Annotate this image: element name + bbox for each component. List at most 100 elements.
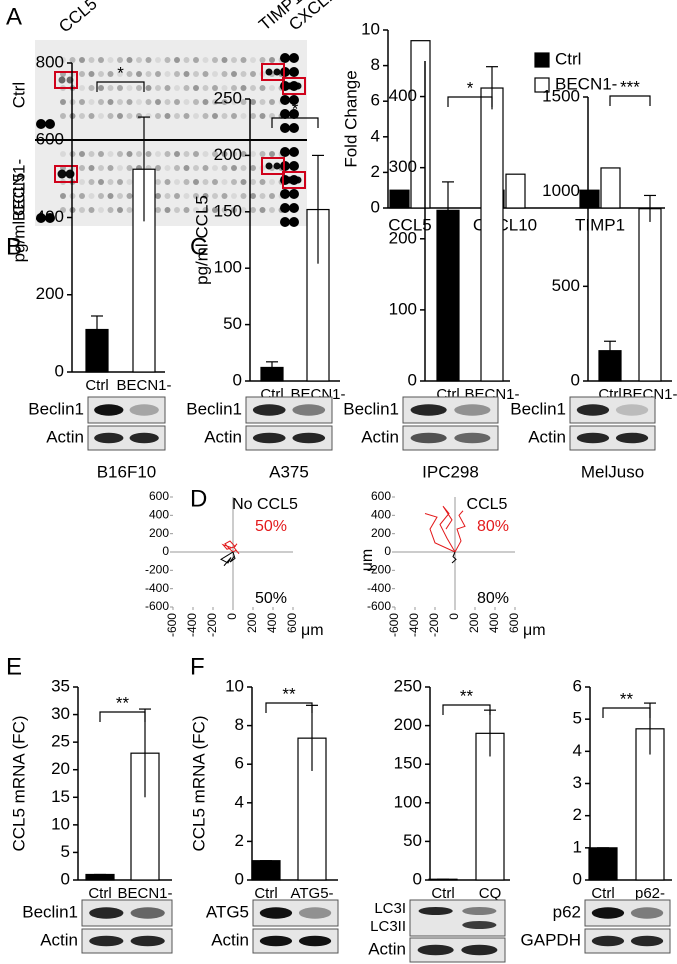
array-spot bbox=[240, 57, 247, 63]
array-spot bbox=[98, 165, 104, 171]
array-spot bbox=[155, 71, 161, 77]
array-spot bbox=[250, 57, 256, 63]
trajectory bbox=[439, 505, 456, 553]
array-spot bbox=[155, 207, 161, 213]
array-spot bbox=[212, 179, 218, 185]
blot-frame bbox=[409, 899, 506, 937]
highlight-box bbox=[54, 71, 78, 89]
array-spot bbox=[231, 57, 237, 63]
blot-row-label: Beclin1 bbox=[343, 399, 399, 418]
array-spot bbox=[212, 193, 218, 199]
blot-band bbox=[130, 935, 165, 947]
array-spot bbox=[250, 193, 256, 199]
array-spot bbox=[221, 207, 228, 213]
array-spot bbox=[136, 85, 142, 91]
array-spot bbox=[212, 57, 218, 63]
significance-label: * bbox=[117, 63, 124, 82]
array-spot bbox=[107, 113, 114, 119]
y-tick-label: 10 bbox=[361, 19, 380, 38]
array-spot bbox=[193, 71, 199, 77]
x-tick-label: 0 bbox=[225, 613, 239, 620]
array-spot bbox=[107, 165, 114, 171]
array-spot bbox=[126, 151, 133, 157]
x-tick-label: p62- bbox=[635, 885, 665, 902]
array-spot bbox=[79, 193, 85, 199]
array-spot bbox=[240, 193, 247, 199]
array-spot bbox=[98, 151, 104, 157]
reference-spot bbox=[280, 217, 290, 227]
reference-spot bbox=[289, 67, 299, 77]
reference-spot bbox=[289, 95, 299, 105]
blot-band bbox=[89, 935, 124, 947]
array-spot bbox=[60, 99, 66, 105]
y-tick-label: 300 bbox=[389, 157, 417, 176]
x-tick-label: -400 bbox=[407, 613, 421, 637]
y-tick-label: 200 bbox=[371, 526, 391, 540]
array-spot bbox=[259, 179, 266, 185]
array-spot bbox=[212, 151, 218, 157]
array-spot bbox=[88, 99, 95, 105]
y-tick-label: 100 bbox=[389, 299, 417, 318]
array-spot bbox=[174, 193, 180, 199]
array-spot bbox=[269, 99, 275, 105]
array-spot bbox=[88, 179, 95, 185]
y-tick-label: 100 bbox=[394, 792, 422, 811]
x-tick-label: CCL5 bbox=[388, 215, 431, 234]
array-spot bbox=[88, 57, 95, 63]
x-tick-label: Ctrl bbox=[431, 885, 454, 902]
array-spot bbox=[212, 165, 218, 171]
array-spot bbox=[250, 207, 256, 213]
y-tick-label: 150 bbox=[214, 201, 242, 220]
array-spot bbox=[126, 193, 133, 199]
y-tick-label: 400 bbox=[371, 508, 391, 522]
array-spot bbox=[193, 165, 199, 171]
highlight-box bbox=[282, 77, 306, 95]
array-spot bbox=[79, 113, 85, 119]
array-spot bbox=[221, 179, 228, 185]
array-spot bbox=[88, 113, 95, 119]
array-spot bbox=[98, 179, 104, 185]
y-tick-label: 10 bbox=[225, 676, 244, 695]
array-spot bbox=[202, 193, 209, 199]
array-spot bbox=[212, 71, 218, 77]
blot-band bbox=[615, 432, 649, 444]
blot-band bbox=[259, 935, 293, 947]
array-spot bbox=[231, 207, 237, 213]
significance-label: ** bbox=[116, 693, 130, 712]
blot-band bbox=[461, 944, 498, 956]
blot-band bbox=[591, 907, 625, 919]
bar bbox=[251, 860, 281, 881]
array-spot bbox=[155, 57, 161, 63]
array-spot bbox=[79, 99, 85, 105]
blot-band bbox=[462, 907, 497, 915]
blot-band bbox=[129, 404, 159, 416]
highlight-box bbox=[54, 165, 78, 183]
array-spot bbox=[126, 71, 133, 77]
reference-spot bbox=[289, 147, 299, 157]
array-spot bbox=[98, 99, 104, 105]
y-tick-label: 0 bbox=[571, 370, 580, 389]
array-spot bbox=[259, 207, 266, 213]
array-spot bbox=[145, 57, 152, 63]
array-spot bbox=[221, 193, 228, 199]
array-spot bbox=[174, 113, 180, 119]
array-spot bbox=[79, 207, 85, 213]
blot-band bbox=[454, 404, 491, 416]
array-spot bbox=[286, 176, 294, 184]
array-spot bbox=[60, 151, 66, 157]
array-spot bbox=[273, 162, 281, 170]
array-spot bbox=[269, 57, 275, 63]
array-spot bbox=[221, 71, 228, 77]
array-spot bbox=[79, 179, 85, 185]
array-spot bbox=[269, 207, 275, 213]
reference-spot bbox=[289, 217, 299, 227]
y-tick-label: 200 bbox=[389, 228, 417, 247]
array-spot bbox=[174, 85, 180, 91]
y-tick-label: -400 bbox=[145, 581, 169, 595]
array-spot bbox=[88, 71, 95, 77]
array-spot bbox=[164, 179, 171, 185]
condition-label: No CCL5 bbox=[232, 496, 298, 513]
array-spot bbox=[212, 113, 218, 119]
array-row-label: Ctrl bbox=[9, 82, 28, 108]
y-axis-label: CCL5 mRNA (FC) bbox=[189, 715, 208, 851]
